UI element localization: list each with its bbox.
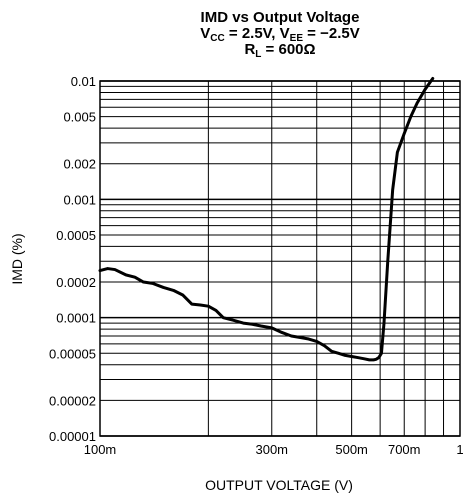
y-tick-label: 0.002 <box>63 157 96 172</box>
imd-curve <box>98 76 435 362</box>
y-tick-label: 0.01 <box>71 74 96 89</box>
y-tick-label: 0.0001 <box>56 311 96 326</box>
x-tick-label: 500m <box>335 442 368 457</box>
y-tick-label: 0.0002 <box>56 275 96 290</box>
chart-title: IMD vs Output Voltage <box>200 9 360 26</box>
grid <box>100 80 460 437</box>
series-layer <box>98 76 435 362</box>
y-tick-label: 0.0005 <box>56 228 96 243</box>
y-tick-labels: 0.01 0.005 0.002 0.001 0.0005 0.0002 0.0001 0.0… <box>49 74 96 444</box>
y-tick-label: 0.00002 <box>49 393 96 408</box>
chart-subtitle-load: RL = 600Ω <box>244 41 316 60</box>
x-tick-label: 1 <box>456 442 463 457</box>
y-tick-label: 0.005 <box>63 110 96 125</box>
x-axis-label: OUTPUT VOLTAGE (V) <box>205 477 353 493</box>
x-tick-label: 100m <box>84 442 117 457</box>
y-axis-label: IMD (%) <box>9 233 25 284</box>
y-tick-label: 0.001 <box>63 192 96 207</box>
chart-subtitle-supply: VCC = 2.5V, VEE = −2.5V <box>200 25 360 44</box>
x-tick-label: 700m <box>388 442 421 457</box>
y-tick-label: 0.00005 <box>49 346 96 361</box>
plot-frame <box>99 80 461 437</box>
x-tick-label: 300m <box>255 442 288 457</box>
y-tick-label: 0.00001 <box>49 429 96 444</box>
x-tick-labels: 100m 300m 500m 700m 1 <box>84 442 464 457</box>
